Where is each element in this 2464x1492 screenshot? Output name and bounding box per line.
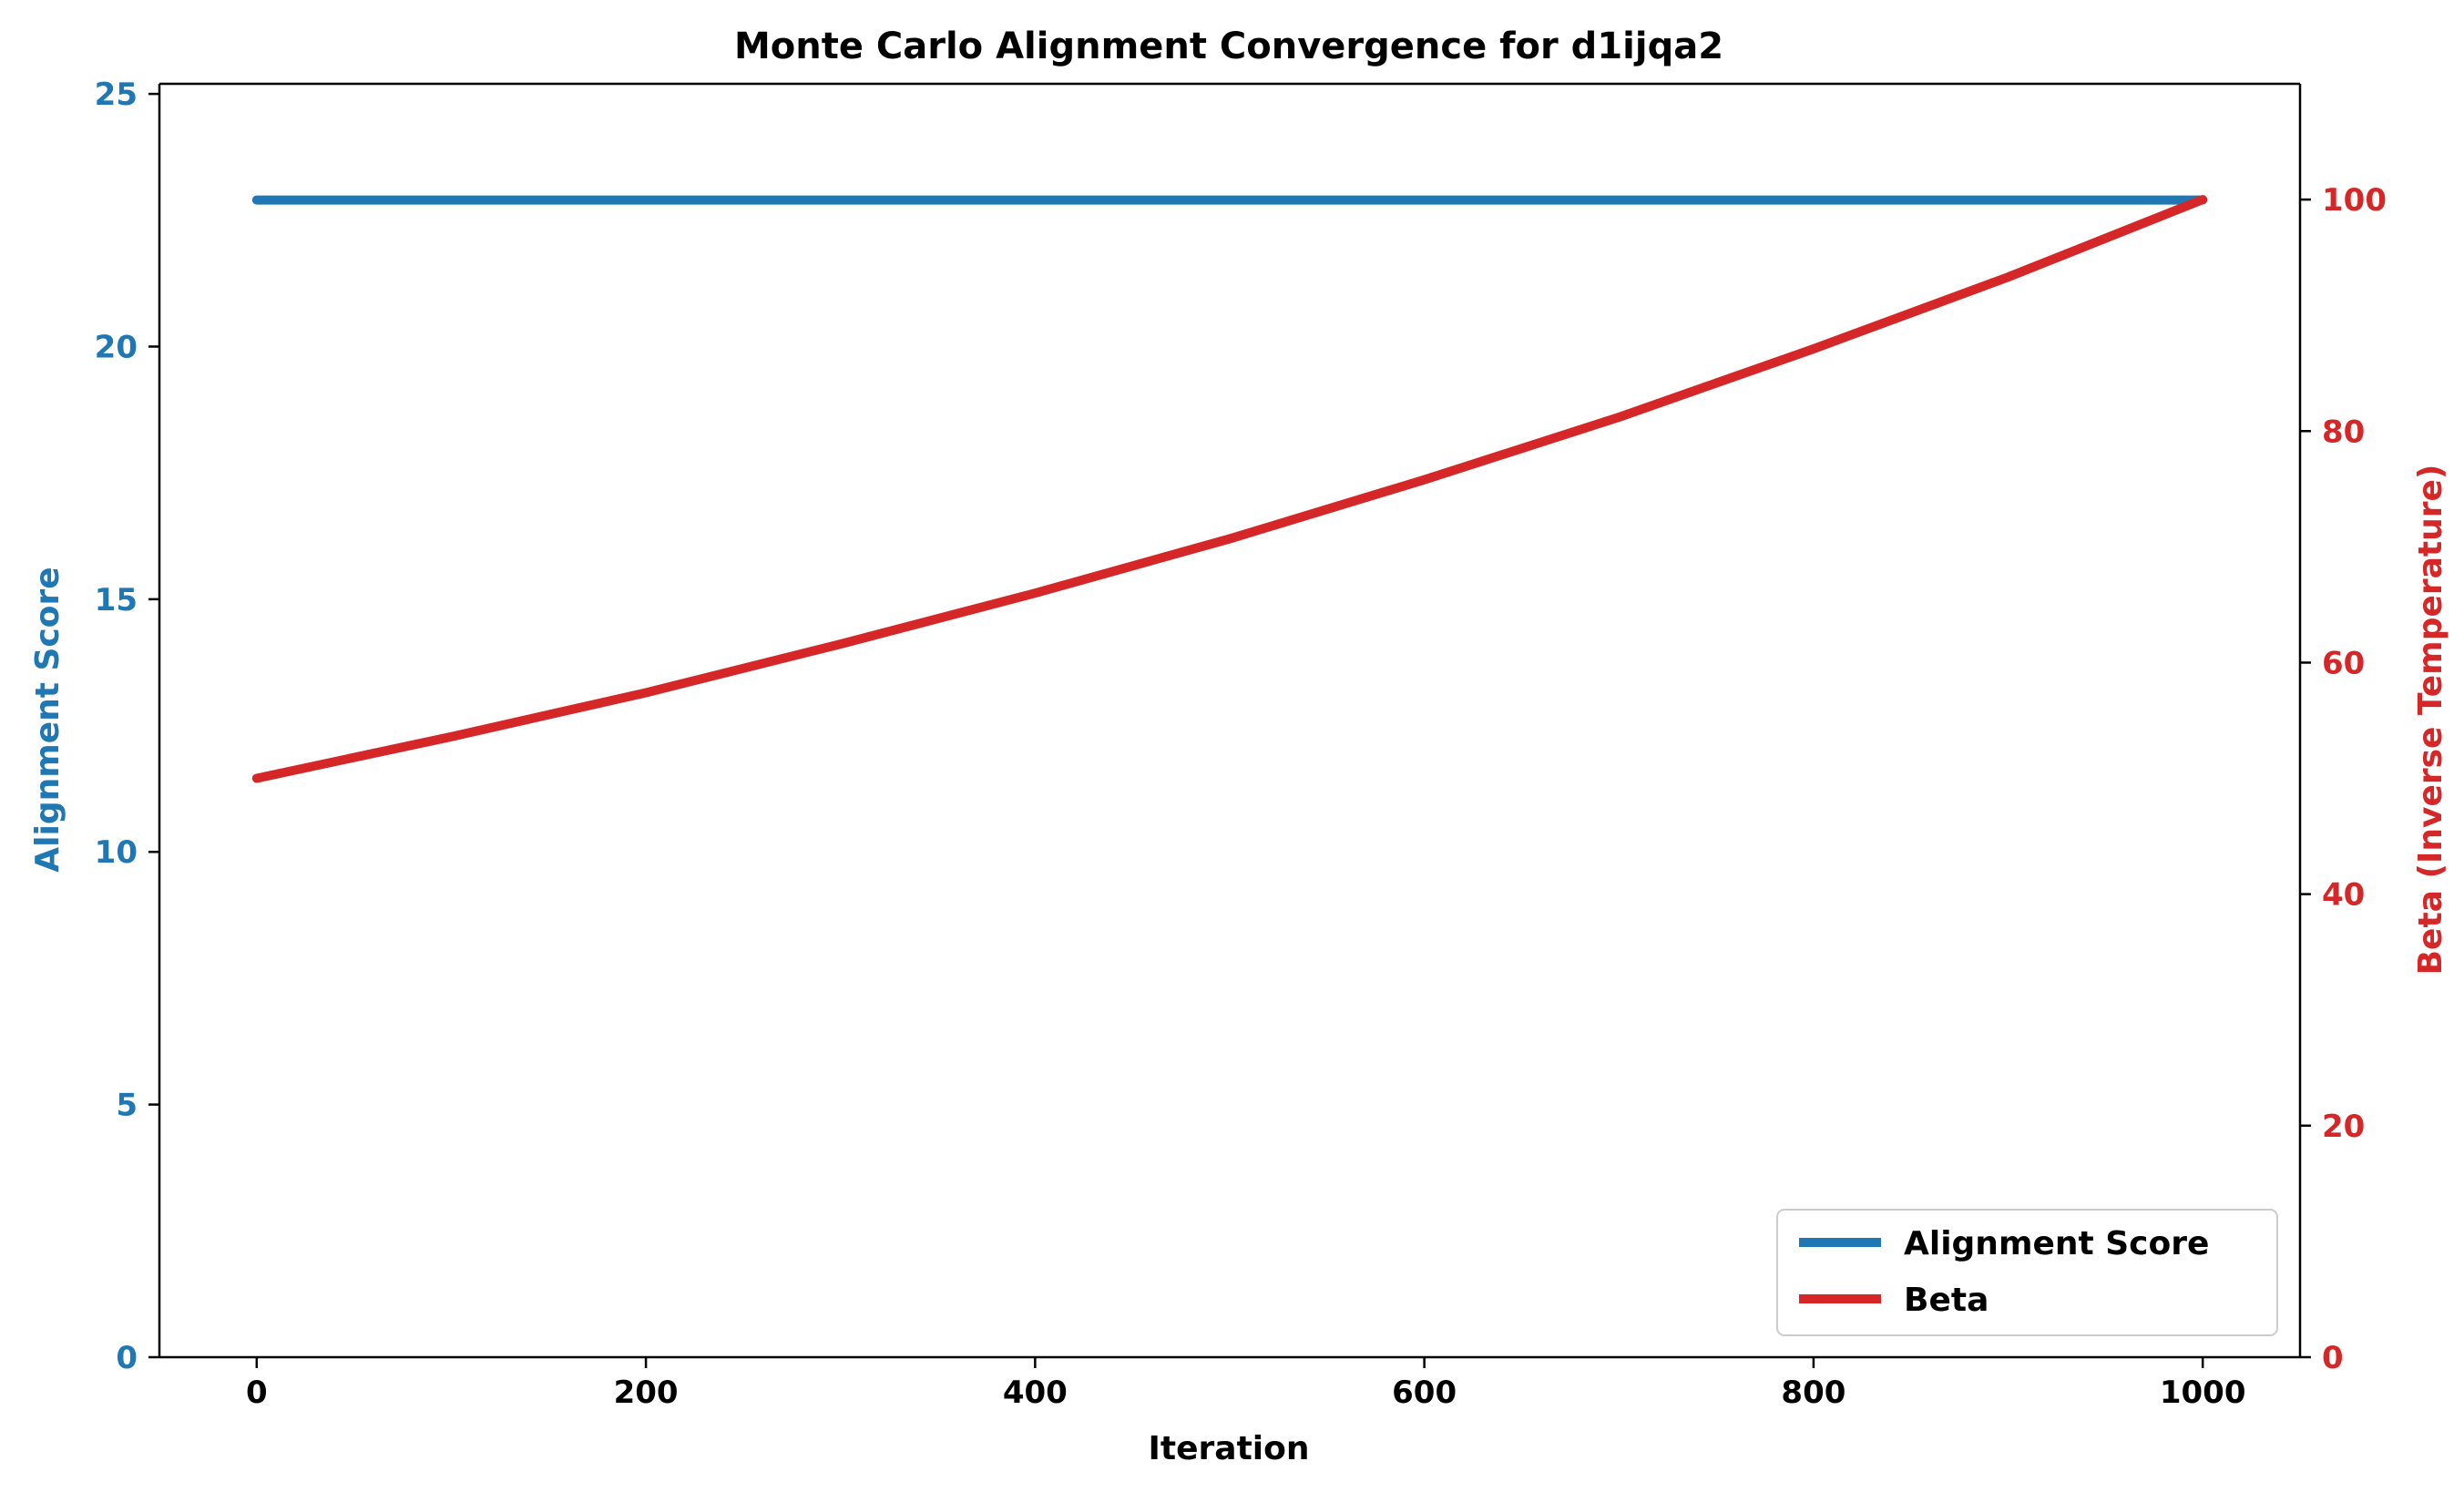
y-tick-label-left: 5 — [116, 1088, 138, 1124]
x-tick-label: 1000 — [2160, 1374, 2246, 1411]
axes-ticks: 0 200 400 600 800 1000 0 5 10 15 20 25 0 20 40 60 80 100 — [95, 77, 2387, 1411]
y-tick-label-left: 20 — [95, 329, 138, 365]
x-tick-label: 0 — [246, 1374, 268, 1411]
legend-box — [1776, 1209, 2278, 1336]
series-line-beta — [251, 195, 2208, 783]
x-tick-label: 200 — [614, 1374, 679, 1411]
x-axis-label: Iteration — [1149, 1430, 1310, 1467]
legend: Alignment Score Beta — [1776, 1209, 2278, 1336]
y-tick-label-right: 40 — [2322, 877, 2365, 914]
y-axis-label-right: Beta (Inverse Temperature) — [2412, 465, 2449, 976]
y-axis-label-left: Alignment Score — [29, 567, 66, 872]
chart-title: Monte Carlo Alignment Convergence for d1… — [734, 26, 1723, 67]
y-tick-label-right: 20 — [2322, 1109, 2365, 1145]
legend-label-alignment-score: Alignment Score — [1904, 1225, 2209, 1262]
y-tick-label-right: 100 — [2322, 182, 2387, 219]
legend-label-beta: Beta — [1904, 1282, 1989, 1319]
x-tick-label: 400 — [1003, 1374, 1068, 1411]
y-tick-label-right: 80 — [2322, 414, 2365, 450]
y-tick-label-right: 0 — [2322, 1340, 2344, 1376]
y-tick-label-left: 10 — [95, 834, 138, 871]
y-tick-label-right: 60 — [2322, 645, 2365, 681]
y-tick-label-left: 25 — [95, 77, 138, 113]
x-tick-label: 800 — [1781, 1374, 1845, 1411]
x-tick-label: 600 — [1392, 1374, 1457, 1411]
plot-area — [158, 82, 2302, 1359]
y-tick-label-left: 15 — [95, 582, 138, 618]
y-tick-label-left: 0 — [116, 1340, 138, 1376]
